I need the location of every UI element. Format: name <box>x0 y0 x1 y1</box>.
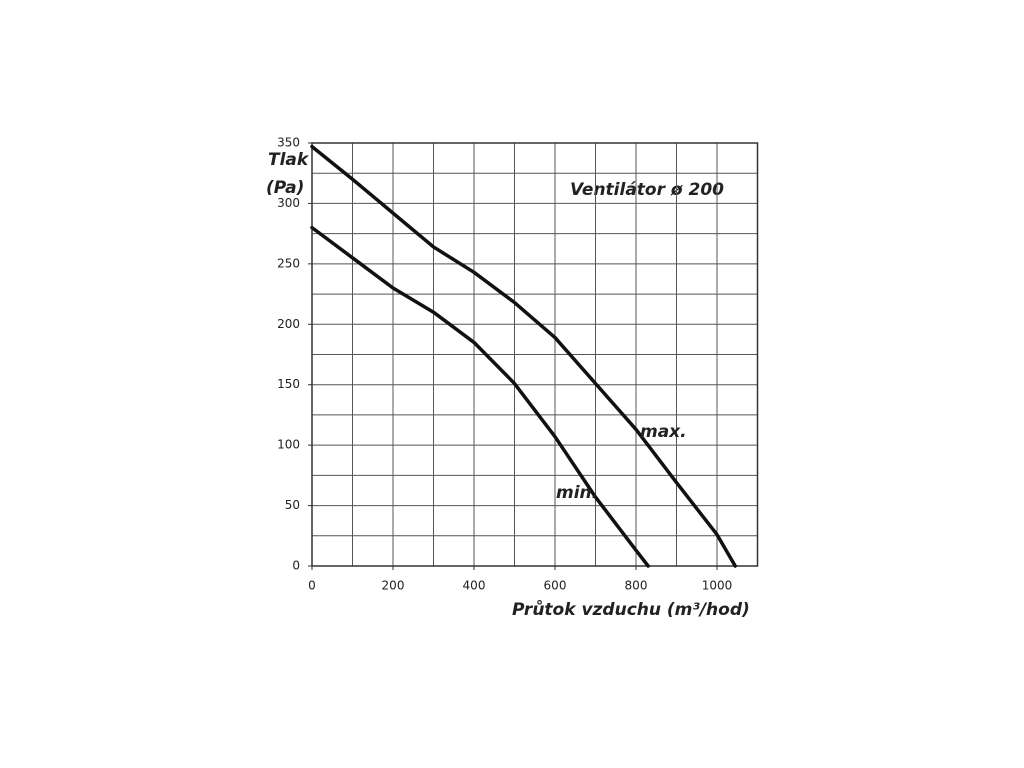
x-tick-label: 800 <box>625 579 648 593</box>
series-line <box>310 144 737 568</box>
y-tick-label: 250 <box>277 256 300 270</box>
x-axis-label: Průtok vzduchu (m³/hod) <box>512 599 750 620</box>
y-tick-label: 350 <box>277 136 300 150</box>
chart-title: Ventilátor ø 200 <box>570 180 724 200</box>
x-tick-label: 1000 <box>702 579 733 593</box>
y-tick-label: 150 <box>277 377 300 391</box>
plot-frame <box>311 142 759 567</box>
y-tick-label: 100 <box>277 438 300 452</box>
series-label: min. <box>556 483 598 503</box>
y-axis-label: (Pa) <box>266 178 304 198</box>
y-tick-label: 0 <box>292 559 300 573</box>
x-tick-label: 400 <box>463 579 486 593</box>
x-tick-label: 600 <box>544 579 567 593</box>
y-tick-label: 300 <box>277 196 300 210</box>
x-tick-label: 0 <box>308 579 316 593</box>
series-label: max. <box>640 422 687 442</box>
y-tick-label: 50 <box>285 498 300 512</box>
y-axis-label: Tlak <box>268 150 310 170</box>
series-line <box>310 225 650 568</box>
x-tick-label: 200 <box>382 579 405 593</box>
y-tick-label: 200 <box>277 317 300 331</box>
